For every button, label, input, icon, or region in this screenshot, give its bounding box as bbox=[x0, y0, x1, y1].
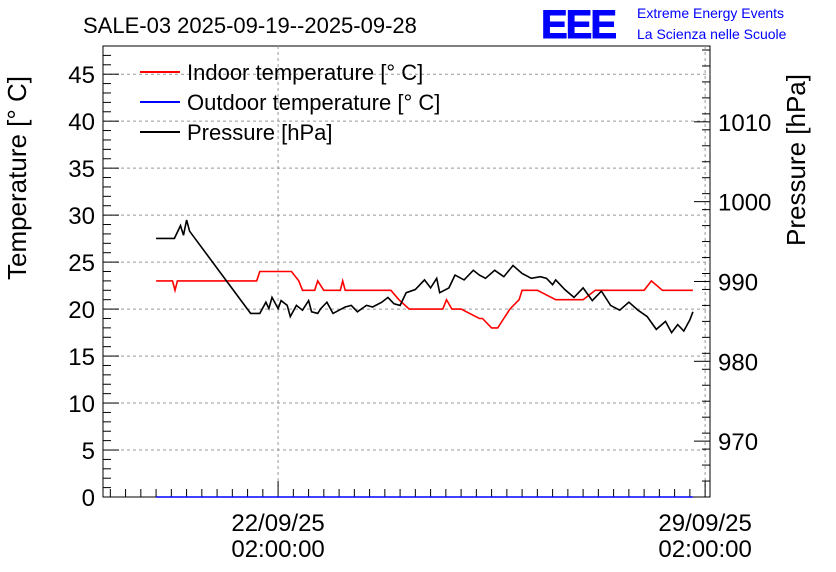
logo-mark: EEE bbox=[541, 3, 616, 47]
axis-ticks bbox=[103, 45, 710, 498]
y-tick-label: 20 bbox=[68, 297, 95, 324]
legend: Indoor temperature [° C] Outdoor temperat… bbox=[140, 60, 440, 145]
y2-tick-label: 1000 bbox=[718, 190, 771, 217]
y-tick-label: 45 bbox=[68, 62, 95, 89]
y-tick-label: 35 bbox=[68, 156, 95, 183]
y-tick-label: 10 bbox=[68, 391, 95, 418]
eee-logo: EEE Extreme Energy Events La Scienza nel… bbox=[541, 3, 787, 48]
chart-title: SALE-03 2025-09-19--2025-09-28 bbox=[83, 13, 417, 38]
series bbox=[156, 219, 694, 498]
y-tick-label: 5 bbox=[82, 438, 95, 465]
y2-tick-label: 1010 bbox=[718, 110, 771, 137]
legend-label-outdoor: Outdoor temperature [° C] bbox=[187, 90, 440, 115]
y2-tick-label: 970 bbox=[718, 429, 758, 456]
y-tick-label: 15 bbox=[68, 344, 95, 371]
y-axis-labels: 0 5 10 15 20 25 30 35 40 45 bbox=[68, 62, 95, 512]
y-axis-title: Temperature [° C] bbox=[2, 76, 32, 280]
y-tick-label: 30 bbox=[68, 203, 95, 230]
x-tick-time-label: 02:00:00 bbox=[231, 536, 324, 563]
logo-line-2: La Scienza nelle Scuole bbox=[637, 26, 787, 42]
pressure-series-line bbox=[156, 219, 694, 335]
y2-axis-title: Pressure [hPa] bbox=[781, 74, 811, 246]
y-tick-label: 25 bbox=[68, 250, 95, 277]
legend-label-pressure: Pressure [hPa] bbox=[187, 120, 333, 145]
logo-line-1: Extreme Energy Events bbox=[637, 5, 784, 21]
x-tick-label: 22/09/25 bbox=[231, 510, 324, 537]
y2-axis-labels: 970 980 990 1000 1010 bbox=[718, 110, 771, 456]
x-tick-time-label: 02:00:00 bbox=[658, 536, 751, 563]
y2-tick-label: 990 bbox=[718, 269, 758, 296]
y-tick-label: 40 bbox=[68, 109, 95, 136]
y-tick-label: 0 bbox=[82, 485, 95, 512]
legend-label-indoor: Indoor temperature [° C] bbox=[187, 60, 423, 85]
indoor-series-line bbox=[156, 270, 693, 329]
x-tick-label: 29/09/25 bbox=[658, 510, 751, 537]
y2-tick-label: 980 bbox=[718, 349, 758, 376]
grid bbox=[103, 46, 710, 497]
